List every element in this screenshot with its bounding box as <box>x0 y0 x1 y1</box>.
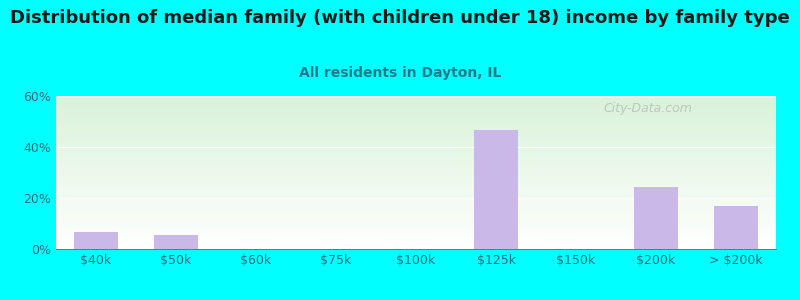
Bar <box>154 235 198 249</box>
Bar <box>74 232 118 249</box>
Text: City-Data.com: City-Data.com <box>603 102 692 115</box>
Bar <box>474 130 518 249</box>
Text: All residents in Dayton, IL: All residents in Dayton, IL <box>299 66 501 80</box>
Bar <box>714 206 758 249</box>
Bar <box>634 187 678 249</box>
Text: Distribution of median family (with children under 18) income by family type: Distribution of median family (with chil… <box>10 9 790 27</box>
